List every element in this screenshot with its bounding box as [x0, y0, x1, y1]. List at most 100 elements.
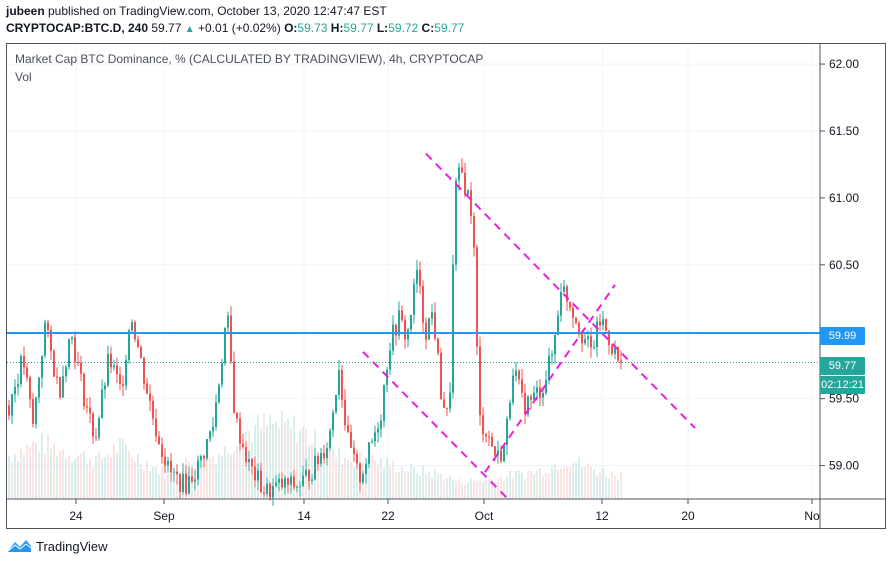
price-change: +0.01 (+0.02%) [198, 21, 281, 35]
time-tick-label: 22 [381, 509, 395, 523]
last-price-tag: 59.77 [820, 357, 865, 375]
candle-body [338, 370, 340, 395]
candle-body [299, 486, 301, 488]
volume-bar [518, 470, 520, 499]
trendlines[interactable] [362, 153, 696, 500]
candle-body [317, 455, 319, 464]
candle-body [350, 431, 352, 448]
volume-bar [137, 453, 139, 499]
volume-bar [479, 480, 481, 499]
volume-bar [521, 472, 523, 499]
candle-body [29, 377, 31, 400]
candle-body [425, 322, 427, 340]
candle-body [68, 339, 70, 368]
time-axis[interactable]: 24 Sep 14 22 Oct 12 20 No [69, 499, 820, 523]
author-name[interactable]: jubeen [6, 4, 45, 18]
footer-brand[interactable]: TradingView [6, 538, 108, 554]
volume-bar [425, 474, 427, 499]
volume-bar [395, 472, 397, 499]
volume-bar [230, 454, 232, 499]
volume-bar [107, 454, 109, 499]
volume-bar [551, 465, 553, 499]
volume-bar [38, 451, 40, 499]
candle-body [515, 370, 517, 376]
candle-body [260, 470, 262, 493]
volume-bar [173, 475, 175, 499]
candle-body [215, 402, 217, 427]
volume-bar [383, 467, 385, 499]
volume-bar [542, 475, 544, 499]
candle-body [131, 322, 133, 331]
candle-body [191, 476, 193, 482]
candle-body [272, 485, 274, 498]
trendline-lower-channel[interactable] [362, 351, 509, 500]
trendline-breakout[interactable] [484, 284, 616, 473]
volume-bar [41, 432, 43, 499]
time-tick-label: No [804, 509, 820, 523]
candle-body [176, 471, 178, 475]
volume-bar [203, 463, 205, 499]
volume-bar [77, 455, 79, 499]
level-price-tag: 59.99 [820, 327, 865, 345]
candle-body [80, 362, 82, 374]
volume-bar [350, 461, 352, 499]
candle-body [617, 347, 619, 361]
volume-bar [284, 421, 286, 499]
candle-body [434, 312, 436, 339]
candle-body [416, 269, 418, 284]
high-value: 59.77 [343, 21, 374, 35]
volume-bar [302, 427, 304, 499]
candle-body [158, 436, 160, 445]
time-tick-label: 24 [69, 509, 83, 523]
volume-bar [83, 450, 85, 499]
candle-body [224, 327, 226, 364]
volume-bar [317, 455, 319, 499]
volume-bar [443, 480, 445, 499]
volume-bar [218, 454, 220, 499]
price-axis[interactable]: 62.00 61.50 61.00 60.50 59.50 59.00 [820, 57, 859, 473]
candle-body [197, 460, 199, 480]
volume-bar [584, 466, 586, 499]
candle-body [167, 460, 169, 466]
candle-body [620, 360, 622, 363]
candle-body [602, 319, 604, 326]
candle-body [200, 456, 202, 461]
candle-body [407, 329, 409, 340]
countdown-tag: 02:12:21 [820, 376, 865, 394]
price-tick-label: 59.00 [829, 459, 859, 473]
candle-body [113, 365, 115, 368]
volume-bar [119, 437, 121, 499]
candle-body [101, 389, 103, 419]
volume-bar [587, 463, 589, 499]
candle-body [524, 392, 526, 415]
volume-bar [569, 466, 571, 499]
candle-body [77, 361, 79, 363]
candle-body [539, 387, 541, 398]
candle-body [230, 315, 232, 362]
volume-bar [329, 450, 331, 499]
volume-bar [74, 459, 76, 499]
volume-bar [599, 472, 601, 499]
candle-body [122, 383, 124, 386]
candle-body [41, 355, 43, 378]
candle-body [557, 315, 559, 336]
volume-bar [110, 456, 112, 499]
volume-bar [380, 458, 382, 499]
brand-name: TradingView [36, 538, 108, 554]
candle-body [116, 365, 118, 375]
candle-body [209, 431, 211, 439]
time-tick-label: 14 [297, 509, 311, 523]
candle-body [563, 286, 565, 292]
candle-body [506, 418, 508, 446]
volume-bar [227, 453, 229, 499]
volume-bar [470, 478, 472, 499]
volume-bar [155, 466, 157, 499]
candle-body [518, 370, 520, 380]
candle-body [374, 432, 376, 442]
price-tick-label: 61.50 [829, 124, 859, 138]
volume-bar [398, 472, 400, 499]
candle-body [494, 446, 496, 456]
candle-body [35, 397, 37, 424]
volume-bar [47, 434, 49, 499]
